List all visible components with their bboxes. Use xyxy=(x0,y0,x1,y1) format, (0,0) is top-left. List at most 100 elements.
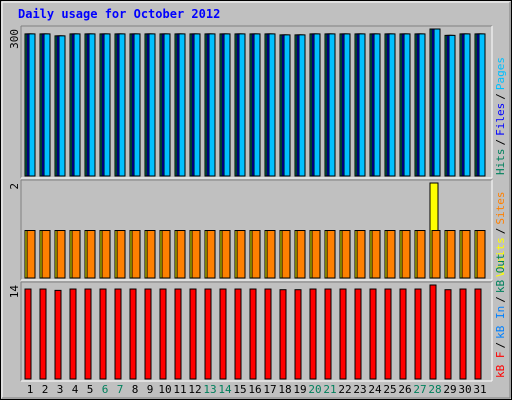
x-tick-label: 14 xyxy=(218,383,232,396)
x-tick-label: 15 xyxy=(233,383,246,396)
bar xyxy=(358,33,366,177)
x-tick-label: 20 xyxy=(308,383,321,396)
bar xyxy=(206,230,216,279)
bar xyxy=(159,288,167,380)
legend-separator: / xyxy=(494,296,507,303)
y-tick-label: 14 xyxy=(8,285,21,299)
bar xyxy=(58,35,66,177)
bar xyxy=(249,288,257,380)
bar xyxy=(326,230,336,279)
x-tick-label: 7 xyxy=(117,383,124,396)
bar xyxy=(296,230,306,279)
legend-separator: / xyxy=(494,93,507,100)
x-tick-label: 21 xyxy=(323,383,336,396)
x-tick-label: 30 xyxy=(458,383,471,396)
bar xyxy=(133,33,141,177)
bar xyxy=(114,288,122,380)
bar xyxy=(39,288,47,380)
x-tick-label: 4 xyxy=(72,383,79,396)
bar xyxy=(386,230,396,279)
bar xyxy=(208,33,216,177)
legend: Visits / Sites xyxy=(494,192,507,278)
bar xyxy=(251,230,261,279)
bar xyxy=(268,33,276,177)
bar xyxy=(84,288,92,380)
bar xyxy=(163,33,171,177)
legend-entry: Files xyxy=(494,103,507,136)
bar xyxy=(178,33,186,177)
bar xyxy=(146,230,156,279)
bar xyxy=(341,230,351,279)
x-tick-label: 25 xyxy=(383,383,396,396)
x-tick-label: 13 xyxy=(203,383,216,396)
bar xyxy=(403,33,411,177)
x-tick-label: 2 xyxy=(42,383,49,396)
bar xyxy=(399,288,407,380)
bar xyxy=(474,288,482,380)
bar xyxy=(373,33,381,177)
bar xyxy=(309,288,317,380)
bar xyxy=(223,33,231,177)
bar xyxy=(444,289,452,380)
bar xyxy=(56,230,66,279)
x-tick-label: 12 xyxy=(188,383,201,396)
x-tick-label: 17 xyxy=(263,383,276,396)
y-tick-label: 2 xyxy=(8,183,21,190)
x-tick-label: 24 xyxy=(368,383,382,396)
bar xyxy=(43,33,51,177)
legend-entry: Pages xyxy=(494,57,507,90)
bar xyxy=(294,289,302,380)
bar xyxy=(69,288,77,380)
bar xyxy=(281,230,291,279)
bar xyxy=(431,230,441,279)
bar xyxy=(161,230,171,279)
x-tick-label: 9 xyxy=(147,383,154,396)
x-tick-label: 22 xyxy=(338,383,351,396)
legend-entry: kB F xyxy=(494,352,507,379)
bar xyxy=(283,34,291,177)
bar xyxy=(236,230,246,279)
bar xyxy=(234,288,242,380)
legend-entry: kB Out xyxy=(494,253,507,293)
bar xyxy=(28,33,36,177)
bar xyxy=(253,33,261,177)
bar xyxy=(418,33,426,177)
x-tick-label: 31 xyxy=(473,383,486,396)
x-tick-label: 10 xyxy=(158,383,171,396)
bar xyxy=(219,288,227,380)
legend-entry: Visits xyxy=(494,237,507,277)
bar xyxy=(401,230,411,279)
x-tick-label: 1 xyxy=(27,383,34,396)
bar xyxy=(414,288,422,380)
bar xyxy=(73,33,81,177)
x-tick-label: 27 xyxy=(413,383,426,396)
x-tick-label: 28 xyxy=(428,383,441,396)
bar xyxy=(476,230,486,279)
y-tick-label: 300 xyxy=(8,29,21,49)
bar xyxy=(478,33,486,177)
legend-entry: Hits xyxy=(494,149,507,176)
bar xyxy=(103,33,111,177)
bar xyxy=(176,230,186,279)
bar xyxy=(461,230,471,279)
bar xyxy=(193,33,201,177)
bar xyxy=(279,289,287,380)
bar xyxy=(71,230,81,279)
bar xyxy=(356,230,366,279)
bar xyxy=(189,288,197,380)
bar xyxy=(86,230,96,279)
bar xyxy=(324,288,332,380)
bar xyxy=(313,33,321,177)
bar xyxy=(388,33,396,177)
bar xyxy=(116,230,126,279)
bar xyxy=(354,288,362,380)
legend: Hits / Files / Pages xyxy=(494,57,507,175)
x-tick-label: 18 xyxy=(278,383,291,396)
bar xyxy=(311,230,321,279)
bar xyxy=(298,34,306,177)
x-tick-label: 11 xyxy=(173,383,186,396)
bar xyxy=(99,288,107,380)
x-tick-label: 3 xyxy=(57,383,64,396)
bar xyxy=(463,33,471,177)
